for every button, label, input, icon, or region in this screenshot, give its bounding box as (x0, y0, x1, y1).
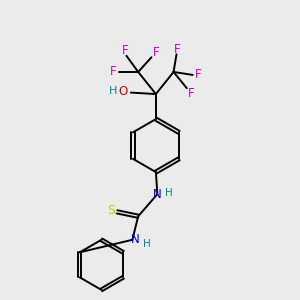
Text: F: F (122, 44, 128, 57)
Text: N: N (131, 233, 140, 246)
Text: H: H (143, 239, 151, 249)
Text: S: S (107, 204, 115, 217)
Text: F: F (195, 68, 202, 81)
Text: N: N (153, 188, 162, 201)
Text: F: F (188, 87, 194, 100)
Text: O: O (118, 85, 127, 98)
Text: H: H (165, 188, 172, 198)
Text: H: H (108, 86, 117, 96)
Text: F: F (174, 43, 180, 56)
Text: F: F (153, 46, 159, 59)
Text: F: F (110, 65, 116, 78)
